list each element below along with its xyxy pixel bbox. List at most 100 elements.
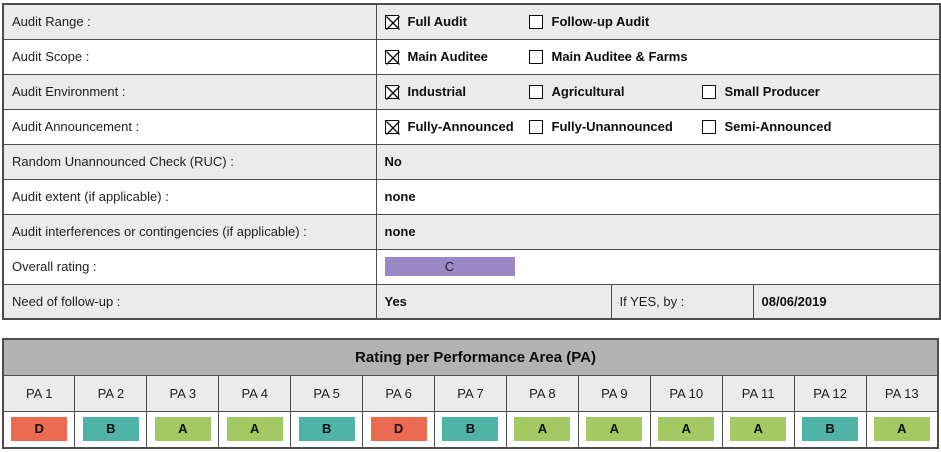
- row-label: Overall rating :: [2, 248, 377, 285]
- pa-title-row: Rating per Performance Area (PA): [2, 338, 939, 376]
- row-label: Need of follow-up :: [2, 283, 377, 320]
- row-value: Fully-Announced Fully-Unannounced Semi-Ann…: [375, 108, 941, 145]
- pa-rating-badge: B: [802, 417, 859, 442]
- pa-rating-badge: B: [298, 417, 355, 442]
- pa-rating-cell: A: [146, 410, 220, 449]
- followup-value: Yes: [375, 283, 612, 320]
- pa-rating-cell: D: [362, 410, 436, 449]
- row-label: Random Unannounced Check (RUC) :: [2, 143, 377, 180]
- form-row: Audit extent (if applicable) : none: [2, 178, 941, 215]
- checkbox-option[interactable]: Semi-Announced: [701, 119, 832, 134]
- checkbox-checked-icon: [384, 14, 400, 30]
- checkbox-option[interactable]: Main Auditee: [384, 49, 529, 65]
- checkbox-unchecked-icon: [701, 84, 716, 99]
- pa-column-header: PA 8: [505, 374, 579, 412]
- pa-rating-cell: B: [434, 410, 507, 449]
- row-value: No: [375, 143, 941, 180]
- pa-rating-cell: A: [721, 410, 795, 449]
- checkbox-checked-icon: [384, 49, 400, 65]
- checkbox-option[interactable]: Industrial: [384, 84, 529, 100]
- row-value: none: [375, 178, 941, 215]
- row-label: Audit extent (if applicable) :: [2, 178, 377, 215]
- audit-details-table: Audit Range : Full Audit Follow-up Audit Au…: [2, 3, 941, 320]
- form-row: Audit Announcement : Fully-Announced Fully…: [2, 108, 941, 145]
- pa-rating-cell: B: [793, 410, 867, 449]
- row-label: Audit Scope :: [2, 38, 377, 75]
- checkbox-label: Small Producer: [724, 84, 820, 99]
- row-label: Audit interferences or contingencies (if…: [2, 213, 377, 250]
- row-value: none: [375, 213, 941, 250]
- form-row: Need of follow-up : Yes If YES, by :08/06/…: [2, 283, 941, 320]
- pa-rating-badge: A: [730, 417, 787, 442]
- pa-rating-badge: A: [873, 417, 930, 442]
- row-value: Main Auditee Main Auditee & Farms: [375, 38, 941, 75]
- form-row: Audit Environment : Industrial Agricultura…: [2, 73, 941, 110]
- pa-column-header: PA 1: [2, 374, 76, 412]
- if-yes-label: If YES, by :: [610, 283, 754, 320]
- checkbox-group: Full Audit Follow-up Audit: [384, 14, 932, 30]
- checkbox-label: Full Audit: [407, 14, 467, 30]
- pa-rating-badge: A: [154, 417, 211, 442]
- form-row: Audit interferences or contingencies (if…: [2, 213, 941, 250]
- checkbox-unchecked-icon: [528, 119, 543, 134]
- checkbox-group: Industrial Agricultural Small Producer: [384, 84, 932, 100]
- checkbox-label: Fully-Unannounced: [551, 119, 673, 134]
- checkbox-option[interactable]: Fully-Unannounced: [528, 119, 702, 134]
- checkbox-checked-icon: [384, 84, 400, 100]
- pa-rating-badge: D: [370, 417, 427, 442]
- pa-column-header: PA 4: [218, 374, 292, 412]
- checkbox-checked-icon: [384, 119, 400, 135]
- checkbox-option[interactable]: Small Producer: [701, 84, 820, 99]
- pa-column-header: PA 12: [793, 374, 867, 412]
- pa-column-header: PA 7: [434, 374, 507, 412]
- checkbox-label: Main Auditee: [407, 49, 488, 64]
- pa-column-header: PA 3: [146, 374, 220, 412]
- checkbox-unchecked-icon: [528, 84, 543, 99]
- row-value: C: [375, 248, 941, 285]
- pa-column-header: PA 10: [649, 374, 723, 412]
- checkbox-label: Semi-Announced: [724, 119, 832, 134]
- pa-rating-cell: A: [865, 410, 939, 449]
- pa-table-title: Rating per Performance Area (PA): [2, 338, 939, 376]
- checkbox-label: Follow-up Audit: [551, 14, 650, 30]
- checkbox-option[interactable]: Main Auditee & Farms: [528, 49, 702, 64]
- checkbox-label: Industrial: [407, 84, 467, 99]
- row-label: Audit Environment :: [2, 73, 377, 110]
- checkbox-option[interactable]: Follow-up Audit: [528, 14, 702, 30]
- checkbox-group: Fully-Announced Fully-Unannounced Semi-Ann…: [384, 119, 932, 135]
- checkbox-option[interactable]: Fully-Announced: [384, 119, 529, 135]
- overall-rating-badge: C: [384, 257, 515, 276]
- pa-rating-cell: B: [290, 410, 364, 449]
- checkbox-label: Fully-Announced: [407, 119, 514, 134]
- followup-date: 08/06/2019: [752, 283, 941, 320]
- form-row: Overall rating : C: [2, 248, 941, 285]
- row-label: Audit Announcement :: [2, 108, 377, 145]
- pa-rating-cell: A: [577, 410, 651, 449]
- pa-rating-table: Rating per Performance Area (PA) PA 1 PA …: [2, 338, 939, 449]
- row-label: Audit Range :: [2, 3, 377, 40]
- form-row: Random Unannounced Check (RUC) : No: [2, 143, 941, 180]
- checkbox-option[interactable]: Full Audit: [384, 14, 529, 30]
- pa-rating-badge: D: [11, 417, 68, 442]
- pa-column-header: PA 11: [721, 374, 795, 412]
- checkbox-unchecked-icon: [528, 14, 543, 29]
- pa-rating-cell: A: [649, 410, 723, 449]
- pa-rating-badge: B: [82, 417, 139, 442]
- pa-rating-badge: B: [442, 417, 499, 442]
- form-row: Audit Scope : Main Auditee Main Auditee & …: [2, 38, 941, 75]
- pa-rating-cell: A: [218, 410, 292, 449]
- checkbox-unchecked-icon: [701, 119, 716, 134]
- pa-rating-cell: A: [505, 410, 579, 449]
- row-value: Full Audit Follow-up Audit: [375, 3, 941, 40]
- pa-header-row: PA 1 PA 2 PA 3 PA 4 PA 5 PA 6 PA 7 PA 8 PA 9 PA 1…: [2, 374, 939, 412]
- checkbox-unchecked-icon: [528, 49, 543, 64]
- form-row: Audit Range : Full Audit Follow-up Audit: [2, 3, 941, 40]
- checkbox-option[interactable]: Agricultural: [528, 84, 702, 99]
- pa-rating-badge: A: [226, 417, 283, 442]
- pa-column-header: PA 9: [577, 374, 651, 412]
- pa-rating-cell: B: [74, 410, 148, 449]
- checkbox-group: Main Auditee Main Auditee & Farms: [384, 49, 932, 65]
- pa-column-header: PA 6: [362, 374, 436, 412]
